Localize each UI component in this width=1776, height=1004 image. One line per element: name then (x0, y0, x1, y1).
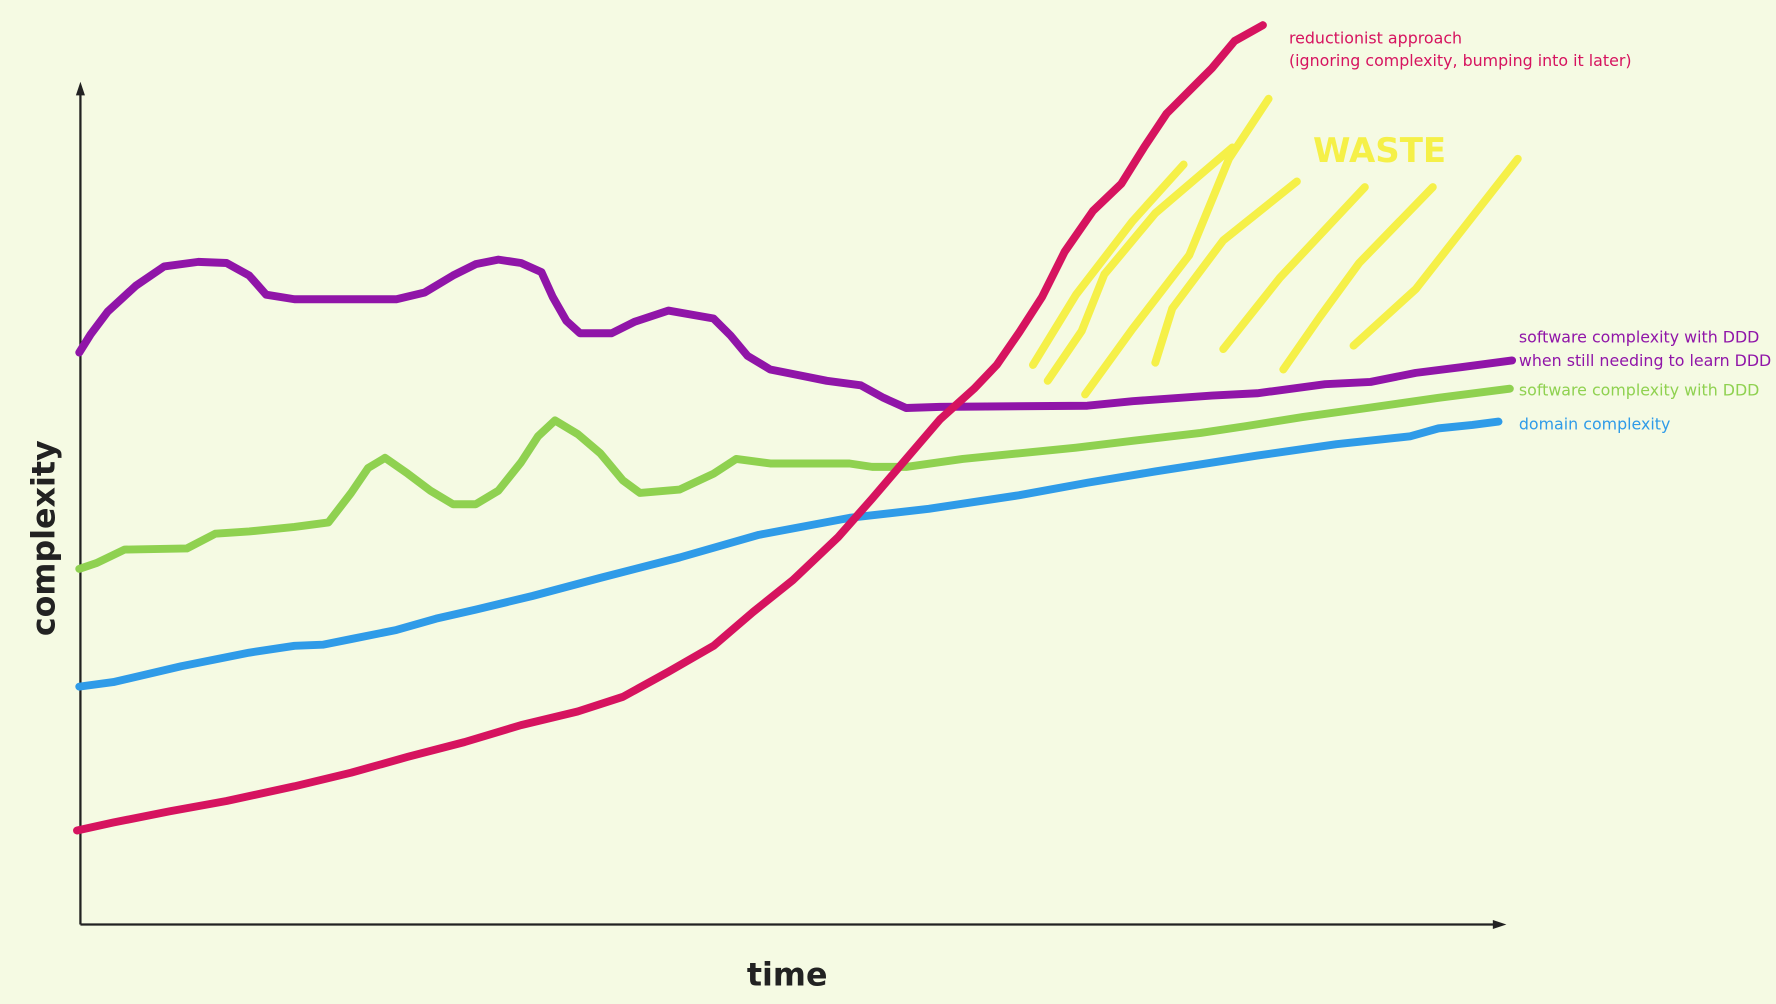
scribble (1349, 154, 1522, 350)
scribble (1081, 94, 1273, 399)
curve-label: when still needing to learn DDD (1519, 351, 1771, 370)
ddd-curve (75, 384, 1514, 573)
x-axis-label: time (747, 958, 828, 994)
waste-label: WASTE (1313, 131, 1446, 171)
curve-label: software complexity with DDD (1519, 381, 1760, 400)
reductionist-curve (73, 21, 1267, 835)
scribble (1029, 160, 1188, 369)
scribble (1279, 183, 1437, 374)
curve-label: domain complexity (1519, 415, 1671, 434)
y-arrow (75, 81, 85, 96)
axes (75, 81, 1507, 930)
curve-label: reductionist approach (1289, 28, 1462, 47)
waste-scribbles (1029, 94, 1522, 399)
curve-label: software complexity with DDD (1519, 327, 1760, 346)
y-axis-label: complexity (26, 440, 62, 636)
scribble (1151, 177, 1301, 367)
scribble (1043, 143, 1237, 385)
curve-label: (ignoring complexity, bumping into it la… (1289, 51, 1632, 70)
domain-curve (75, 417, 1503, 691)
x-arrow (1492, 919, 1507, 930)
scribble (1219, 183, 1369, 354)
ddd-learning-curve (75, 255, 1517, 412)
